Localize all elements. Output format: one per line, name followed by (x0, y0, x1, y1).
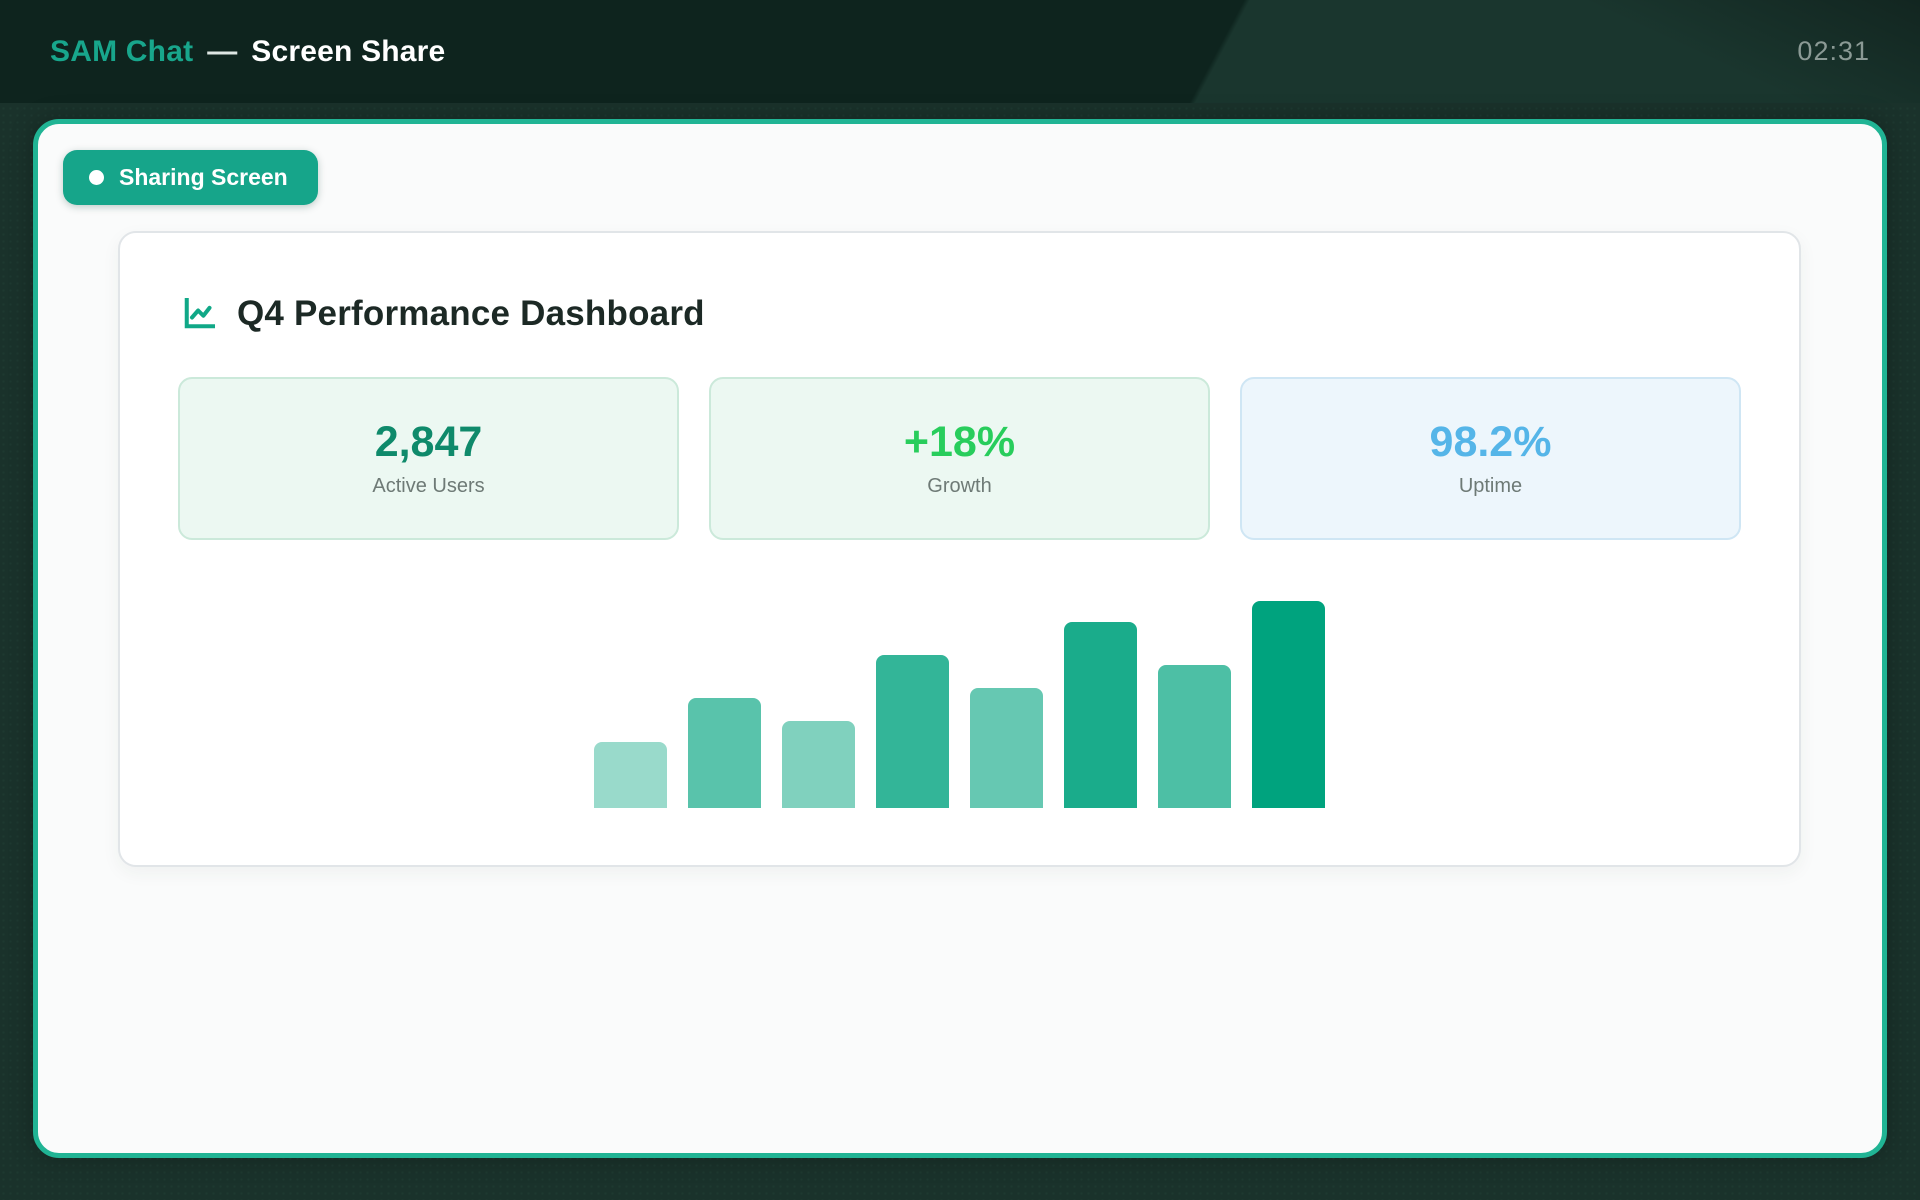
sharing-screen-badge[interactable]: Sharing Screen (63, 150, 318, 205)
stats-row: 2,847 Active Users +18% Growth 98.2% Upt… (178, 377, 1741, 540)
bar-1 (594, 742, 667, 808)
app-name: SAM Chat (50, 34, 194, 68)
bar-7 (1158, 665, 1231, 808)
bar-5 (970, 688, 1043, 808)
stat-label: Uptime (1458, 475, 1523, 497)
bar-3 (782, 721, 855, 808)
bar-4 (876, 655, 949, 808)
stat-card-active-users: 2,847 Active Users (178, 377, 679, 540)
bar-8 (1252, 601, 1325, 808)
stat-label: Active Users (372, 475, 485, 497)
stat-card-growth: +18% Growth (709, 377, 1210, 540)
shared-screen-panel: Sharing Screen Q4 Performance Dashboard … (33, 119, 1887, 1158)
stat-label: Growth (927, 475, 992, 497)
titlebar: SAM Chat — Screen Share 02:31 (0, 0, 1920, 103)
title-separator: — (207, 34, 238, 68)
mode-title: Screen Share (251, 34, 446, 68)
stat-value: 2,847 (374, 418, 483, 466)
bar-6 (1064, 622, 1137, 808)
stat-value: 98.2% (1429, 418, 1552, 466)
window-title: SAM Chat — Screen Share (50, 35, 445, 69)
live-dot-icon (89, 170, 104, 185)
stat-value: +18% (903, 418, 1016, 466)
line-chart-icon (178, 293, 220, 335)
dashboard-title: Q4 Performance Dashboard (237, 294, 705, 333)
stat-card-uptime: 98.2% Uptime (1240, 377, 1741, 540)
sharing-screen-label: Sharing Screen (119, 164, 288, 190)
call-timer: 02:31 (1797, 36, 1870, 66)
bar-2 (688, 698, 761, 808)
dashboard-card: Q4 Performance Dashboard 2,847 Active Us… (118, 231, 1801, 867)
bar-chart (178, 601, 1741, 808)
dashboard-header: Q4 Performance Dashboard (178, 293, 1741, 335)
